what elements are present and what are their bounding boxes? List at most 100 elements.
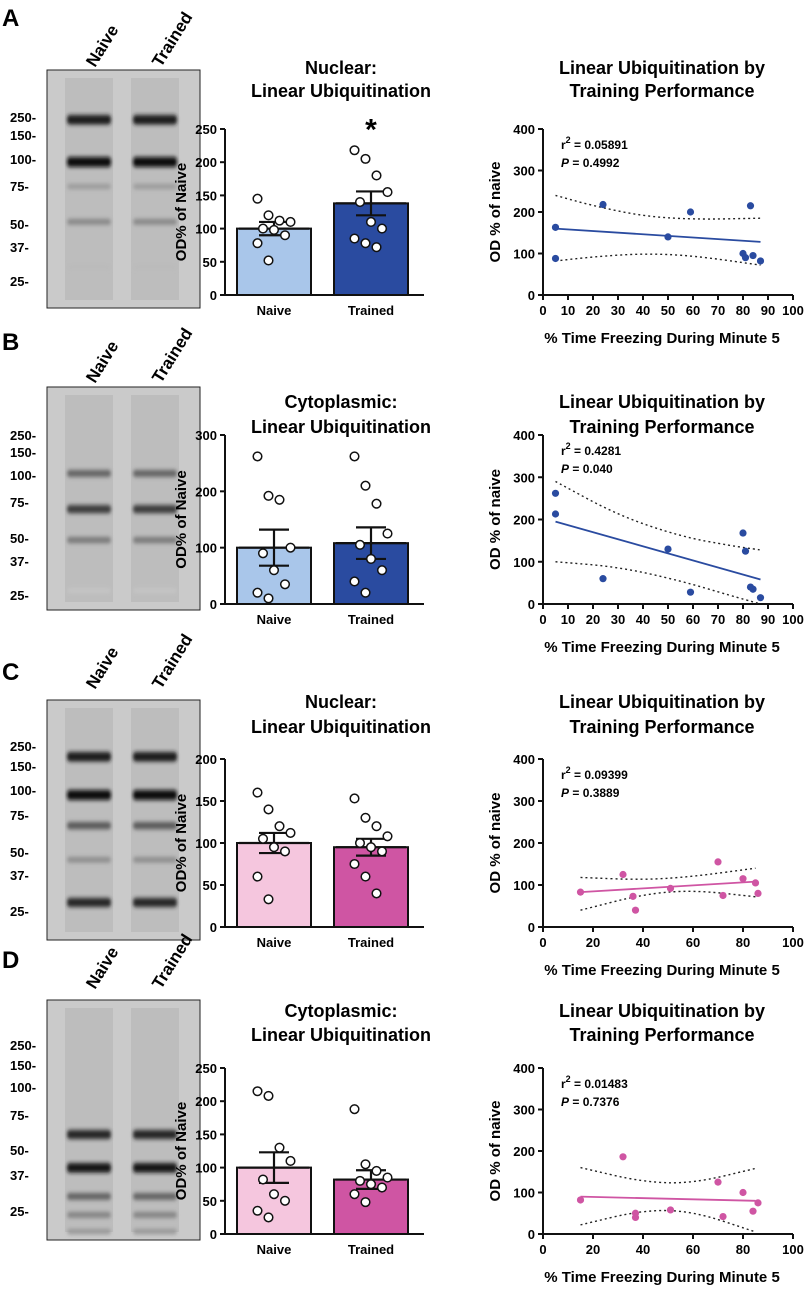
reg-y-tick-label: 300: [513, 794, 535, 809]
r-letter: r: [561, 768, 566, 782]
r-squared-text: r2 = 0.05891: [561, 135, 628, 152]
data-point: [274, 821, 285, 832]
scatter-point: [719, 1212, 727, 1221]
reg-x-tick-label: 20: [586, 1242, 600, 1257]
blot-lane-label-naive: Naive: [82, 644, 122, 693]
data-point: [360, 587, 371, 598]
reg-x-tick-label: 40: [636, 303, 650, 318]
data-point: [360, 871, 371, 882]
data-point: [382, 1172, 393, 1183]
data-point: [354, 196, 366, 208]
scatter-point: [741, 254, 750, 262]
r-letter: r: [561, 444, 566, 458]
data-point: [349, 145, 360, 156]
reg-x-tick-label: 0: [539, 612, 546, 627]
reg-y-axis-label: OD % of naive: [487, 162, 504, 263]
scatter-point: [754, 1199, 762, 1207]
scatter-point: [551, 489, 560, 497]
reg-x-axis-label: % Time Freezing During Minute 5: [544, 330, 780, 347]
r-squared-value: = 0.09399: [571, 768, 628, 782]
scatter-point: [739, 529, 747, 537]
bar-x-tick-label-trained: Trained: [348, 612, 394, 627]
blot-band: [133, 822, 177, 830]
scatter-point: [629, 892, 637, 900]
r-letter: r: [561, 1077, 566, 1091]
reg-x-tick-label: 10: [561, 303, 575, 318]
mw-marker: 75-: [10, 179, 29, 194]
mw-marker: 50-: [10, 531, 29, 546]
blot-lane-smear: [131, 395, 179, 602]
reg-y-tick-label: 100: [513, 878, 535, 893]
bar-x-tick-label-naive: Naive: [257, 935, 292, 950]
reg-x-axis-label: % Time Freezing During Minute 5: [544, 962, 780, 979]
scatter-point: [714, 858, 722, 866]
regression-title-line1: Linear Ubiquitination by: [559, 1001, 765, 1021]
regression-chart: Linear Ubiquitination by Training Perform…: [487, 58, 804, 347]
mw-marker: 150-: [10, 445, 36, 460]
data-point: [376, 565, 388, 576]
mw-marker: 100-: [10, 468, 36, 483]
superscript-2: 2: [566, 1074, 571, 1084]
bar-chart: Nuclear: Linear Ubiquitination 0 50 100 150 20…: [173, 692, 431, 950]
scatter-point: [619, 870, 627, 879]
bar-x-tick-label-trained: Trained: [348, 303, 394, 318]
bar-y-tick-label: 100: [195, 1161, 217, 1176]
scatter-point: [739, 875, 747, 883]
regression-title-line1: Linear Ubiquitination by: [559, 692, 765, 712]
mw-marker: 150-: [10, 759, 36, 774]
scatter-point: [599, 575, 607, 583]
data-point: [360, 1197, 371, 1208]
blot-band: [133, 1130, 177, 1139]
reg-y-tick-label: 200: [513, 836, 535, 851]
reg-x-tick-label: 50: [661, 612, 675, 627]
scatter-point: [551, 223, 560, 231]
p-value: = 0.7376: [569, 1095, 620, 1109]
data-point: [382, 187, 393, 198]
bar-trained: [333, 846, 409, 929]
confidence-band-lower: [555, 561, 761, 605]
mw-marker: 250-: [10, 1038, 36, 1053]
blot-band: [67, 184, 111, 189]
bar-chart-title-line1: Nuclear:: [305, 692, 377, 712]
data-point: [382, 831, 393, 842]
data-point: [371, 821, 382, 832]
data-point: [263, 894, 274, 905]
data-point: [349, 233, 360, 244]
bar-chart-title-line1: Cytoplasmic:: [284, 392, 397, 412]
data-point: [382, 528, 393, 539]
blot-band: [133, 1163, 177, 1173]
bar-y-tick-label: 250: [195, 1061, 217, 1076]
mw-marker: 37-: [10, 240, 29, 255]
data-point: [252, 451, 263, 462]
data-point: [263, 210, 274, 221]
regression-title-line2: Training Performance: [569, 717, 754, 737]
reg-x-tick-label: 70: [711, 612, 725, 627]
blot-band: [133, 1212, 177, 1218]
blot-lane-label-naive: Naive: [82, 22, 122, 71]
superscript-2: 2: [566, 135, 571, 145]
mw-marker: 150-: [10, 1058, 36, 1073]
blot-lane-label-naive: Naive: [82, 944, 122, 993]
reg-y-tick-label: 300: [513, 470, 535, 485]
bar-y-tick-label: 200: [195, 752, 217, 767]
regression-line: [555, 520, 761, 581]
p-value-text: P = 0.7376: [561, 1095, 620, 1109]
reg-x-tick-label: 90: [761, 303, 775, 318]
bar-y-tick-label: 200: [195, 155, 217, 170]
blot-lane-label-naive: Naive: [82, 338, 122, 387]
data-point: [376, 1182, 388, 1193]
data-point: [285, 216, 296, 228]
blot-band: [67, 537, 111, 544]
p-value: = 0.040: [569, 462, 613, 476]
bar-y-tick-label: 150: [195, 794, 217, 809]
blot-band: [133, 1193, 177, 1200]
data-point: [285, 1155, 296, 1167]
blot-band: [67, 470, 111, 477]
blot-lane-label-trained: Trained: [148, 325, 196, 386]
data-point: [349, 576, 360, 587]
reg-x-tick-label: 60: [686, 1242, 700, 1257]
bar-y-tick-label: 250: [195, 122, 217, 137]
data-point: [263, 804, 274, 815]
regression-title-line2: Training Performance: [569, 81, 754, 101]
reg-x-tick-label: 40: [636, 612, 650, 627]
